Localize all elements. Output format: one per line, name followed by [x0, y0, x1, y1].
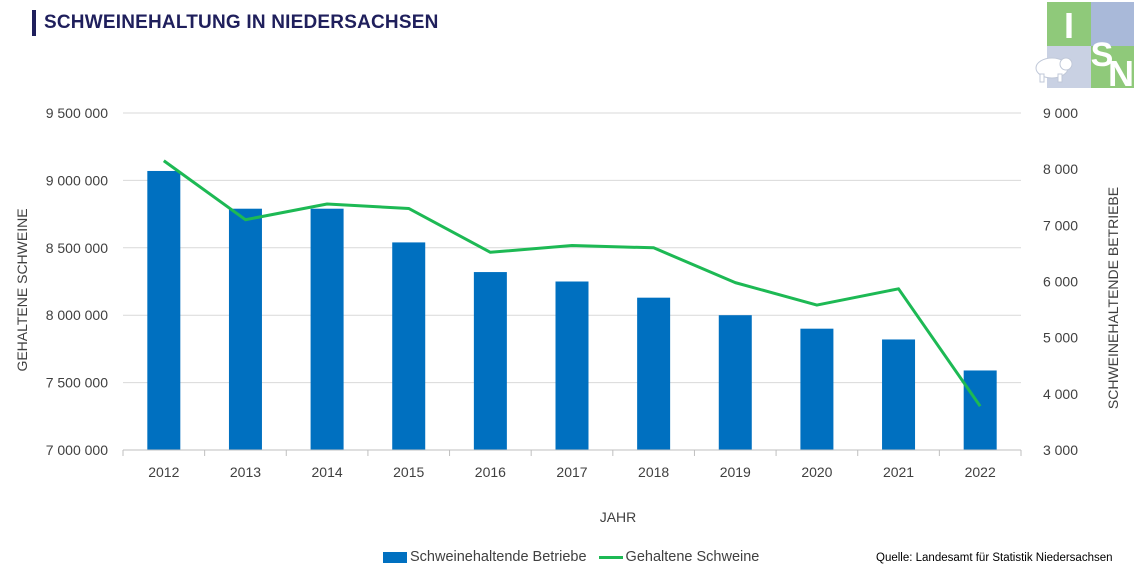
x-tick-label: 2015: [393, 464, 424, 480]
y-left-tick-label: 8 500 000: [46, 240, 108, 256]
bar: [473, 272, 507, 450]
logo-tile-green-bottom: [1091, 46, 1134, 88]
legend-label-bars: Schweinehaltende Betriebe: [410, 549, 587, 565]
y-axis-right-title: SCHWEINEHALTENDE BETRIEBE: [1105, 187, 1121, 409]
y-right-tick-label: 5 000: [1043, 330, 1078, 346]
title-block: SCHWEINEHALTUNG IN NIEDERSACHSEN: [32, 10, 439, 36]
bar: [963, 370, 997, 450]
isn-logo: I S N: [1035, 2, 1134, 92]
y-left-tick-label: 8 000 000: [46, 307, 108, 323]
bar: [228, 208, 262, 450]
bar: [555, 281, 589, 450]
y-left-tick-label: 9 000 000: [46, 172, 108, 188]
x-tick-label: 2012: [148, 464, 179, 480]
source-note: Quelle: Landesamt für Statistik Niedersa…: [876, 552, 1113, 564]
legend-item-line: Gehaltene Schweine: [598, 549, 760, 565]
x-tick-label: 2020: [801, 464, 832, 480]
x-tick-label: 2014: [312, 464, 343, 480]
legend-swatch-line: [598, 555, 623, 559]
y-left-tick-label: 9 500 000: [46, 105, 108, 121]
pig-icon: [1035, 57, 1073, 83]
axes: 7 000 000 7 500 000 8 000 000 8 500 000 9 00…: [46, 105, 1078, 480]
x-tick-label: 2018: [638, 464, 669, 480]
logo-letter-s: S: [1091, 36, 1114, 74]
title-accent-bar: [32, 10, 36, 36]
legend-item-bars: Schweinehaltende Betriebe: [383, 549, 587, 565]
logo-tile-blue-top: [1091, 2, 1134, 46]
chart-title: SCHWEINEHALTUNG IN NIEDERSACHSEN: [44, 12, 439, 33]
logo-tile-green: [1047, 2, 1091, 46]
bar: [800, 328, 834, 450]
y-left-tick-label: 7 500 000: [46, 375, 108, 391]
x-tick-label: 2017: [556, 464, 587, 480]
logo-letter-n: N: [1108, 53, 1134, 92]
y-right-tick-label: 3 000: [1043, 442, 1078, 458]
x-tick-label: 2013: [230, 464, 261, 480]
x-axis-title: JAHR: [600, 509, 637, 525]
legend: Schweinehaltende Betriebe Gehaltene Schw…: [383, 549, 771, 565]
x-tick-label: 2016: [475, 464, 506, 480]
bar: [147, 170, 181, 451]
bar: [637, 297, 671, 450]
bar: [310, 208, 344, 450]
x-tick-label: 2022: [965, 464, 996, 480]
logo-letter-i: I: [1064, 5, 1074, 46]
legend-label-line: Gehaltene Schweine: [625, 549, 760, 565]
bar-series: [147, 170, 997, 451]
y-right-tick-label: 4 000: [1043, 386, 1078, 402]
y-right-tick-label: 7 000: [1043, 217, 1078, 233]
legend-swatch-bars: [383, 551, 407, 563]
x-tick-label: 2021: [883, 464, 914, 480]
bar: [718, 315, 752, 450]
y-left-tick-label: 7 000 000: [46, 442, 108, 458]
line-series: [162, 159, 982, 408]
y-right-tick-label: 9 000: [1043, 105, 1078, 121]
bar: [882, 339, 916, 450]
bar: [392, 242, 426, 450]
x-tick-label: 2019: [720, 464, 751, 480]
y-right-tick-label: 6 000: [1043, 274, 1078, 290]
y-right-tick-label: 8 000: [1043, 161, 1078, 177]
y-axis-left-title: GEHALTENE SCHWEINE: [14, 208, 30, 371]
